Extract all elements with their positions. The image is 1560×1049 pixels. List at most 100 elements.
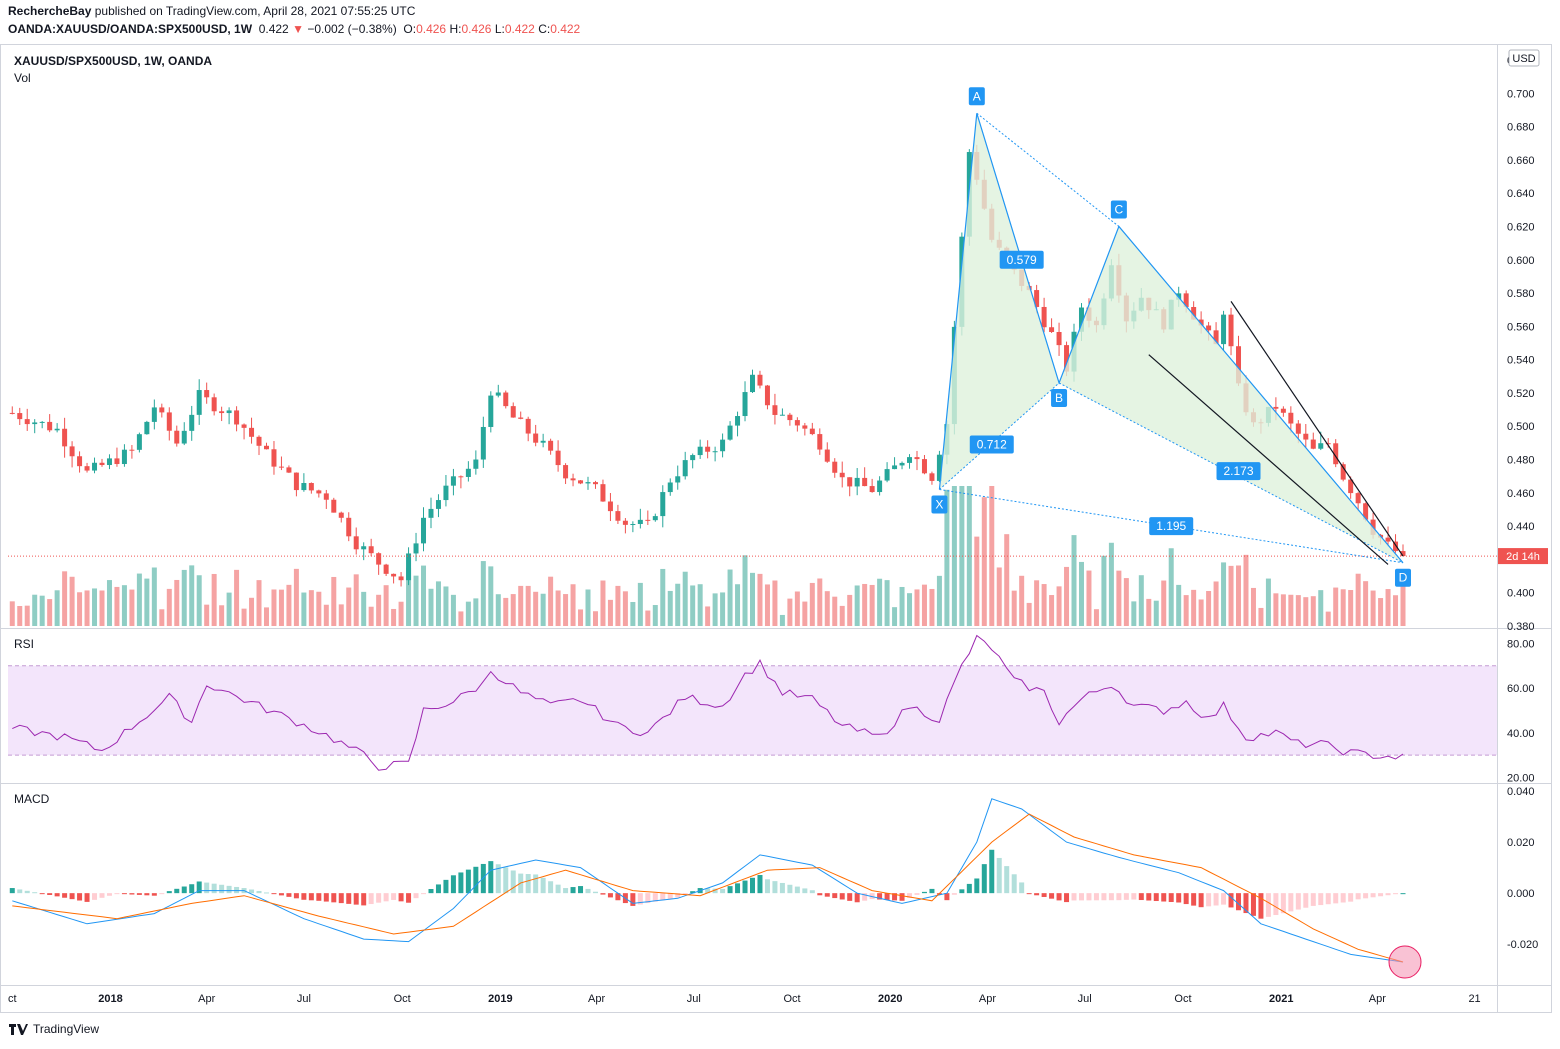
macd-histogram-bar bbox=[458, 872, 464, 894]
low-value: 0.422 bbox=[504, 22, 535, 36]
volume-bar bbox=[256, 580, 262, 626]
candle-body bbox=[824, 449, 830, 462]
candle-body bbox=[17, 413, 23, 420]
price-tick-label: 0.620 bbox=[1507, 221, 1535, 233]
close-value: 0.422 bbox=[550, 22, 581, 36]
volume-bar bbox=[1385, 589, 1391, 626]
volume-bar bbox=[996, 567, 1002, 626]
price-tick-label: 0.600 bbox=[1507, 255, 1535, 267]
macd-histogram-bar bbox=[69, 893, 75, 900]
macd-histogram-bar bbox=[1019, 882, 1025, 894]
macd-histogram-bar bbox=[346, 893, 352, 904]
macd-histogram-bar bbox=[750, 877, 755, 894]
volume-bar bbox=[151, 567, 157, 626]
macd-histogram-bar bbox=[24, 890, 30, 894]
macd-histogram-bar bbox=[510, 870, 516, 894]
macd-histogram-bar bbox=[817, 893, 823, 896]
candlestick-series bbox=[9, 144, 1406, 587]
volume-bar bbox=[1123, 578, 1129, 626]
volume-bar bbox=[817, 578, 823, 626]
volume-bar bbox=[839, 605, 845, 626]
macd-histogram-bar bbox=[548, 881, 554, 894]
macd-histogram-bar bbox=[607, 893, 613, 898]
ratio-badge bbox=[999, 250, 1044, 269]
macd-histogram-bar bbox=[47, 893, 53, 895]
x-tick-label: Oct bbox=[783, 993, 800, 1005]
volume-bar bbox=[1176, 584, 1182, 626]
macd-histogram-bar bbox=[727, 886, 733, 894]
volume-bar bbox=[548, 576, 554, 626]
candle-body bbox=[1288, 412, 1294, 424]
volume-bar bbox=[181, 569, 187, 626]
candle-body bbox=[368, 546, 374, 554]
published-text: published on TradingView.com, April 28, … bbox=[94, 4, 416, 18]
macd-histogram-bar bbox=[914, 893, 920, 895]
macd-histogram-bar bbox=[54, 893, 60, 897]
volume-bar bbox=[622, 591, 628, 626]
volume-bar bbox=[1183, 595, 1189, 626]
x-tick-label: Apr bbox=[588, 993, 605, 1005]
candle-body bbox=[353, 536, 359, 550]
macd-histogram-bar bbox=[181, 886, 187, 894]
candle-body bbox=[39, 421, 45, 423]
volume-bar bbox=[1310, 596, 1316, 626]
macd-histogram-bar bbox=[99, 893, 105, 898]
ratio-label: 1.195 bbox=[1156, 519, 1186, 533]
ratio-label: 0.579 bbox=[1007, 253, 1037, 267]
macd-histogram-bar bbox=[779, 882, 785, 894]
candle-body bbox=[592, 482, 598, 485]
candle-body bbox=[413, 543, 419, 554]
volume-bar bbox=[705, 606, 711, 626]
candle-body bbox=[308, 483, 314, 491]
candle-body bbox=[877, 480, 883, 493]
candle-body bbox=[278, 466, 284, 468]
macd-histogram-bar bbox=[77, 893, 83, 901]
candle-body bbox=[503, 392, 509, 407]
macd-histogram-bar bbox=[1325, 893, 1331, 905]
macd-histogram-bar bbox=[570, 887, 576, 894]
candle-body bbox=[794, 420, 800, 426]
author[interactable]: RechercheBay bbox=[8, 4, 92, 18]
macd-histogram-bar bbox=[578, 886, 584, 894]
x-tick-label: Apr bbox=[198, 993, 215, 1005]
footer: TradingView bbox=[8, 1022, 99, 1036]
volume-bar bbox=[114, 586, 120, 626]
candle-body bbox=[181, 430, 187, 444]
candle-body bbox=[1280, 408, 1286, 413]
macd-histogram-bar bbox=[323, 893, 329, 902]
macd-histogram-bar bbox=[278, 893, 284, 896]
candle-body bbox=[465, 468, 471, 477]
volume-bar bbox=[1056, 586, 1062, 626]
volume-bar bbox=[413, 575, 419, 626]
volume-bar bbox=[1086, 570, 1092, 626]
rsi-line bbox=[12, 634, 1404, 771]
macd-histogram-bar bbox=[32, 892, 38, 894]
macd-tick-label: 0.020 bbox=[1507, 837, 1535, 849]
price-tick-label: 0.400 bbox=[1507, 588, 1535, 600]
candle-body bbox=[585, 482, 591, 484]
candle-body bbox=[32, 422, 38, 425]
high-value: 0.426 bbox=[461, 22, 492, 36]
macd-histogram-bar bbox=[563, 888, 569, 894]
macd-histogram-bar bbox=[637, 893, 643, 905]
candle-body bbox=[1348, 479, 1354, 494]
candle-body bbox=[892, 465, 898, 470]
candle-body bbox=[1355, 493, 1361, 504]
candle-body bbox=[1191, 307, 1197, 320]
volume-bar bbox=[981, 497, 987, 626]
macd-histogram-bar bbox=[533, 874, 539, 894]
macd-histogram-bar bbox=[398, 893, 404, 902]
volume-bar bbox=[1228, 565, 1234, 626]
volume-bar bbox=[1280, 594, 1286, 626]
volume-bar bbox=[1340, 589, 1346, 626]
tradingview-brand[interactable]: TradingView bbox=[33, 1022, 100, 1036]
candle-body bbox=[802, 425, 808, 429]
volume-bar bbox=[555, 590, 561, 626]
macd-histogram-bar bbox=[847, 893, 853, 901]
candle-body bbox=[443, 485, 449, 501]
macd-histogram-bar bbox=[1183, 893, 1189, 905]
candle-body bbox=[9, 412, 15, 414]
volume-bar bbox=[47, 599, 53, 626]
macd-histogram-bar bbox=[1258, 893, 1264, 919]
